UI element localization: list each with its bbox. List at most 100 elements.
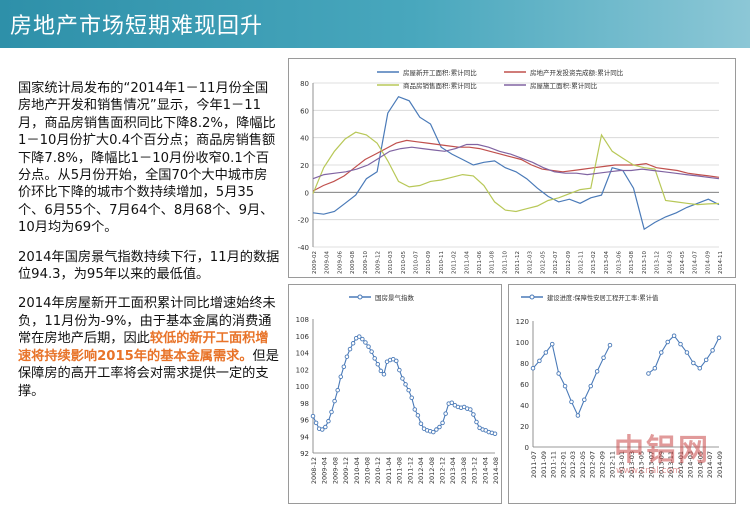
data-point — [607, 342, 613, 348]
x-tick-label: 2009-10 — [363, 251, 369, 274]
legend-label: 商品房销售面积:累计同比 — [403, 81, 477, 90]
legend-marker — [529, 294, 535, 300]
x-tick-label: 2010-09 — [426, 251, 432, 274]
x-tick-label: 2014-09 — [705, 251, 711, 274]
data-point — [332, 398, 337, 404]
data-point — [397, 367, 402, 373]
x-tick-label: 2013-08 — [629, 251, 635, 274]
x-tick-label: 2011-04 — [464, 251, 470, 274]
x-tick-label: 2010-05 — [401, 251, 407, 274]
y-tick-label: 104 — [296, 350, 310, 358]
data-point — [671, 333, 677, 338]
page-title: 房地产市场短期难现回升 — [10, 14, 264, 39]
data-point — [556, 371, 561, 376]
data-point — [440, 420, 445, 426]
x-tick-label: 2010-03 — [388, 251, 394, 274]
data-point — [471, 412, 476, 417]
x-tick-label: 2012-11 — [578, 251, 584, 274]
legend-marker — [357, 294, 363, 300]
legend-label: 国房景气指数 — [375, 293, 415, 302]
data-point — [347, 346, 353, 352]
x-tick-label: 2014-03 — [667, 251, 673, 274]
real-estate-growth-chart-panel: -40 -20 0 20 40 60 80 2009-02 2009-04 2009-06 2009… — [288, 58, 736, 278]
data-point — [659, 350, 664, 355]
data-point — [400, 376, 405, 381]
x-tick-label: 2011-11 — [550, 451, 558, 478]
data-point — [716, 335, 722, 341]
x-tick-label: 2008-12 — [310, 457, 318, 484]
paragraph-new-start-text: 2014年房屋新开工面积累计同比增速始终未负，11月份为-9%，由于基本金属的消… — [18, 296, 276, 347]
legend-label: 房屋新开工面积:累计同比 — [403, 68, 477, 77]
paragraph-new-start-tail: 但是保障房的高开工率将会对需求提供一定的支撑。 — [18, 348, 279, 399]
y-tick-label: 40 — [520, 402, 529, 410]
x-tick-label: 2011-07 — [530, 451, 538, 478]
x-tick-label: 2013-07 — [647, 451, 655, 478]
data-point — [474, 419, 479, 425]
y-tick-label: 108 — [296, 316, 309, 324]
x-tick-label: 2012-03 — [528, 251, 534, 274]
title-bar: 房地产市场短期难现回升 — [0, 0, 750, 48]
data-point — [310, 413, 316, 419]
data-point — [363, 340, 368, 345]
data-point — [691, 360, 696, 366]
data-point — [703, 357, 709, 363]
data-point — [468, 407, 473, 412]
data-point — [329, 409, 334, 415]
legend-label: 房地产开发投资完成额:累计同比 — [530, 68, 624, 77]
x-tick-label: 2013-08 — [460, 457, 468, 484]
x-tick-label: 2014-01 — [677, 451, 685, 478]
y-tick-label: 60 — [300, 107, 309, 115]
x-tick-label: 2013-02 — [591, 251, 597, 274]
paragraph-new-start: 2014年房屋新开工面积累计同比增速始终未负，11月份为-9%，由于基本金属的消… — [18, 295, 280, 399]
x-tick-label: 2013-04 — [604, 251, 610, 274]
series-line — [312, 139, 720, 192]
data-point — [582, 397, 587, 402]
data-point — [449, 400, 455, 405]
x-tick-label: 2009-08 — [350, 251, 356, 274]
x-tick-label: 2014-04 — [481, 457, 489, 484]
x-tick-label: 2014-03 — [687, 451, 695, 478]
watermark-url: www.cnal.com — [616, 466, 681, 476]
x-tick-label: 2014-09 — [716, 451, 724, 478]
x-tick-label: 2009-08 — [331, 457, 339, 484]
x-tick-label: 2012-05 — [540, 251, 546, 274]
data-point — [344, 354, 350, 359]
data-point — [678, 341, 683, 347]
data-point — [372, 356, 377, 361]
x-tick-label: 2009-04 — [325, 251, 331, 274]
x-tick-label: 2012-05 — [579, 451, 587, 478]
watermark-logo: 中铝网 — [614, 433, 710, 468]
x-tick-label: 2010-07 — [414, 251, 420, 274]
data-point — [412, 407, 418, 412]
x-tick-label: 2011-09 — [540, 451, 548, 478]
y-tick-label: 20 — [300, 162, 309, 170]
y-tick-label: 100 — [296, 383, 309, 391]
x-tick-label: 2013-06 — [617, 251, 623, 274]
data-point — [338, 374, 344, 380]
y-tick-label: 80 — [520, 360, 529, 368]
x-tick-label: 2010-11 — [439, 251, 445, 274]
x-tick-label: 2012-12 — [438, 457, 446, 484]
data-point — [350, 341, 356, 346]
x-tick-label: 2011-08 — [396, 457, 404, 484]
x-tick-label: 2009-02 — [312, 251, 318, 274]
x-tick-label: 2013-12 — [655, 251, 661, 274]
data-point — [492, 431, 498, 436]
data-point — [381, 372, 387, 377]
data-point — [369, 349, 374, 354]
series-line — [312, 131, 720, 213]
x-tick-label: 2009-12 — [375, 251, 381, 274]
data-point — [569, 399, 574, 405]
y-tick-label: 98 — [300, 400, 309, 408]
y-tick-label: 80 — [300, 80, 309, 88]
paragraph-index: 2014年国房景气指数持续下行，11月的数据位94.3，为95年以来的最低值。 — [18, 249, 280, 283]
data-point — [549, 341, 555, 347]
y-tick-label: 100 — [516, 339, 529, 347]
text-column: 国家统计局发布的“2014年1－11月份全国房地产开发和销售情况”显示，今年1－… — [18, 80, 280, 412]
x-tick-label: 2012-04 — [417, 457, 425, 484]
data-point — [575, 413, 581, 418]
x-tick-label: 2010-08 — [364, 457, 372, 484]
real-estate-growth-chart: -40 -20 0 20 40 60 80 2009-02 2009-04 2009-06 2009… — [298, 68, 724, 274]
series-line — [312, 95, 720, 231]
data-point — [313, 420, 319, 426]
